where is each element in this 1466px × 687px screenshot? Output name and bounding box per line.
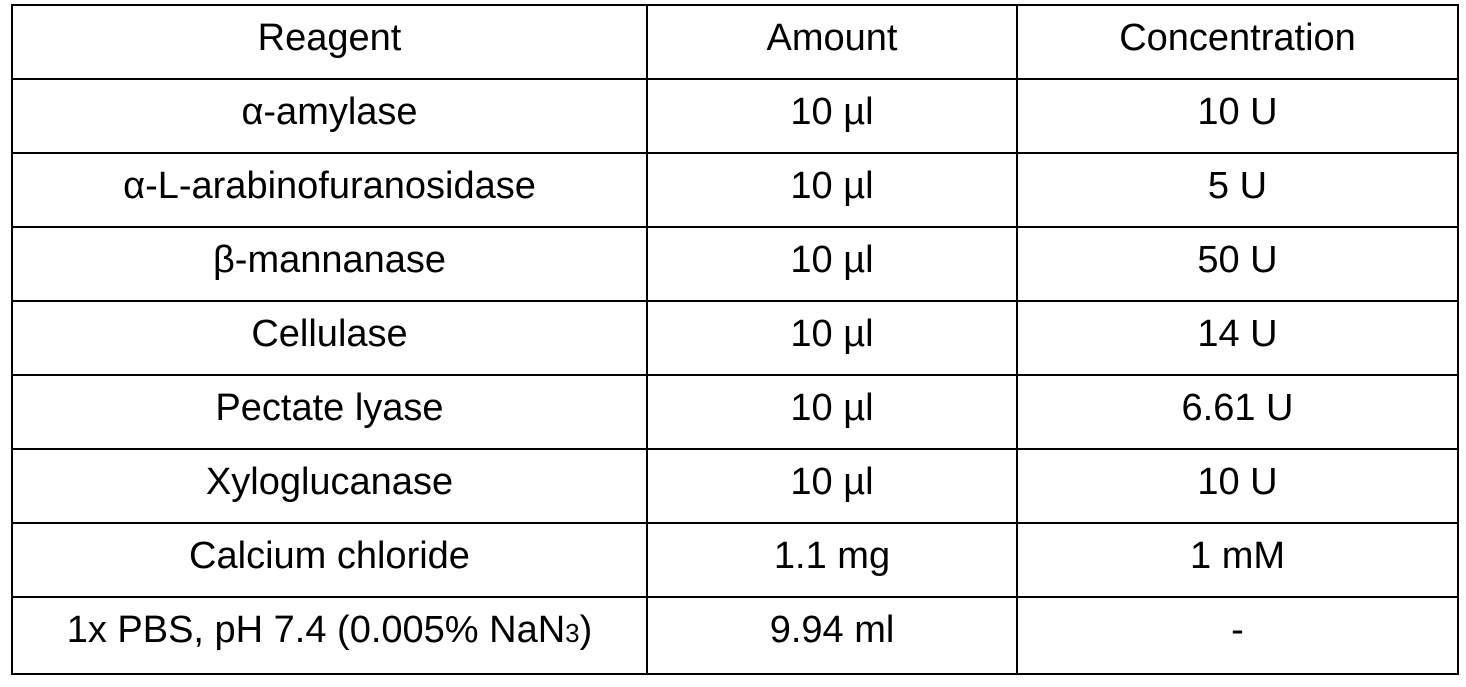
cell-amount: 10 µl <box>646 374 1018 450</box>
cell-reagent: Xyloglucanase <box>11 448 648 524</box>
cell-concentration: 6.61 U <box>1016 374 1459 450</box>
cell-concentration: 50 U <box>1016 226 1459 302</box>
cell-reagent: Pectate lyase <box>11 374 648 450</box>
table-header: Reagent Amount Concentration <box>11 4 1459 80</box>
cell-reagent: β-mannanase <box>11 226 648 302</box>
cell-amount: 10 µl <box>646 152 1018 228</box>
header-row: Reagent Amount Concentration <box>11 4 1459 80</box>
cell-amount: 10 µl <box>646 448 1018 524</box>
table-row: Xyloglucanase 10 µl 10 U <box>11 448 1459 524</box>
table-row: Pectate lyase 10 µl 6.61 U <box>11 374 1459 450</box>
cell-reagent: α-amylase <box>11 78 648 154</box>
cell-amount: 1.1 mg <box>646 522 1018 598</box>
cell-reagent: α-L-arabinofuranosidase <box>11 152 648 228</box>
cell-reagent: Cellulase <box>11 300 648 376</box>
cell-concentration: 5 U <box>1016 152 1459 228</box>
table-row: 1x PBS, pH 7.4 (0.005% NaN3) 9.94 ml - <box>11 596 1459 675</box>
header-concentration: Concentration <box>1016 4 1459 80</box>
table-row: Cellulase 10 µl 14 U <box>11 300 1459 376</box>
reagent-text: 1x PBS, pH 7.4 (0.005% NaN <box>66 609 566 651</box>
reagent-subscript: 3 <box>565 618 580 648</box>
cell-amount: 10 µl <box>646 226 1018 302</box>
table-row: α-L-arabinofuranosidase 10 µl 5 U <box>11 152 1459 228</box>
cell-reagent: Calcium chloride <box>11 522 648 598</box>
cell-concentration: 1 mM <box>1016 522 1459 598</box>
table-body: α-amylase 10 µl 10 U α-L-arabinofuranosi… <box>11 78 1459 675</box>
table-row: β-mannanase 10 µl 50 U <box>11 226 1459 302</box>
cell-amount: 9.94 ml <box>646 596 1018 675</box>
reagent-table: Reagent Amount Concentration α-amylase 1… <box>11 4 1459 675</box>
cell-concentration: 10 U <box>1016 78 1459 154</box>
reagent-text-tail: ) <box>579 609 593 651</box>
cell-reagent: 1x PBS, pH 7.4 (0.005% NaN3) <box>11 596 648 675</box>
table-row: α-amylase 10 µl 10 U <box>11 78 1459 154</box>
cell-concentration: 14 U <box>1016 300 1459 376</box>
cell-amount: 10 µl <box>646 300 1018 376</box>
cell-concentration: 10 U <box>1016 448 1459 524</box>
header-reagent: Reagent <box>11 4 648 80</box>
cell-concentration: - <box>1016 596 1459 675</box>
header-amount: Amount <box>646 4 1018 80</box>
table-row: Calcium chloride 1.1 mg 1 mM <box>11 522 1459 598</box>
cell-amount: 10 µl <box>646 78 1018 154</box>
